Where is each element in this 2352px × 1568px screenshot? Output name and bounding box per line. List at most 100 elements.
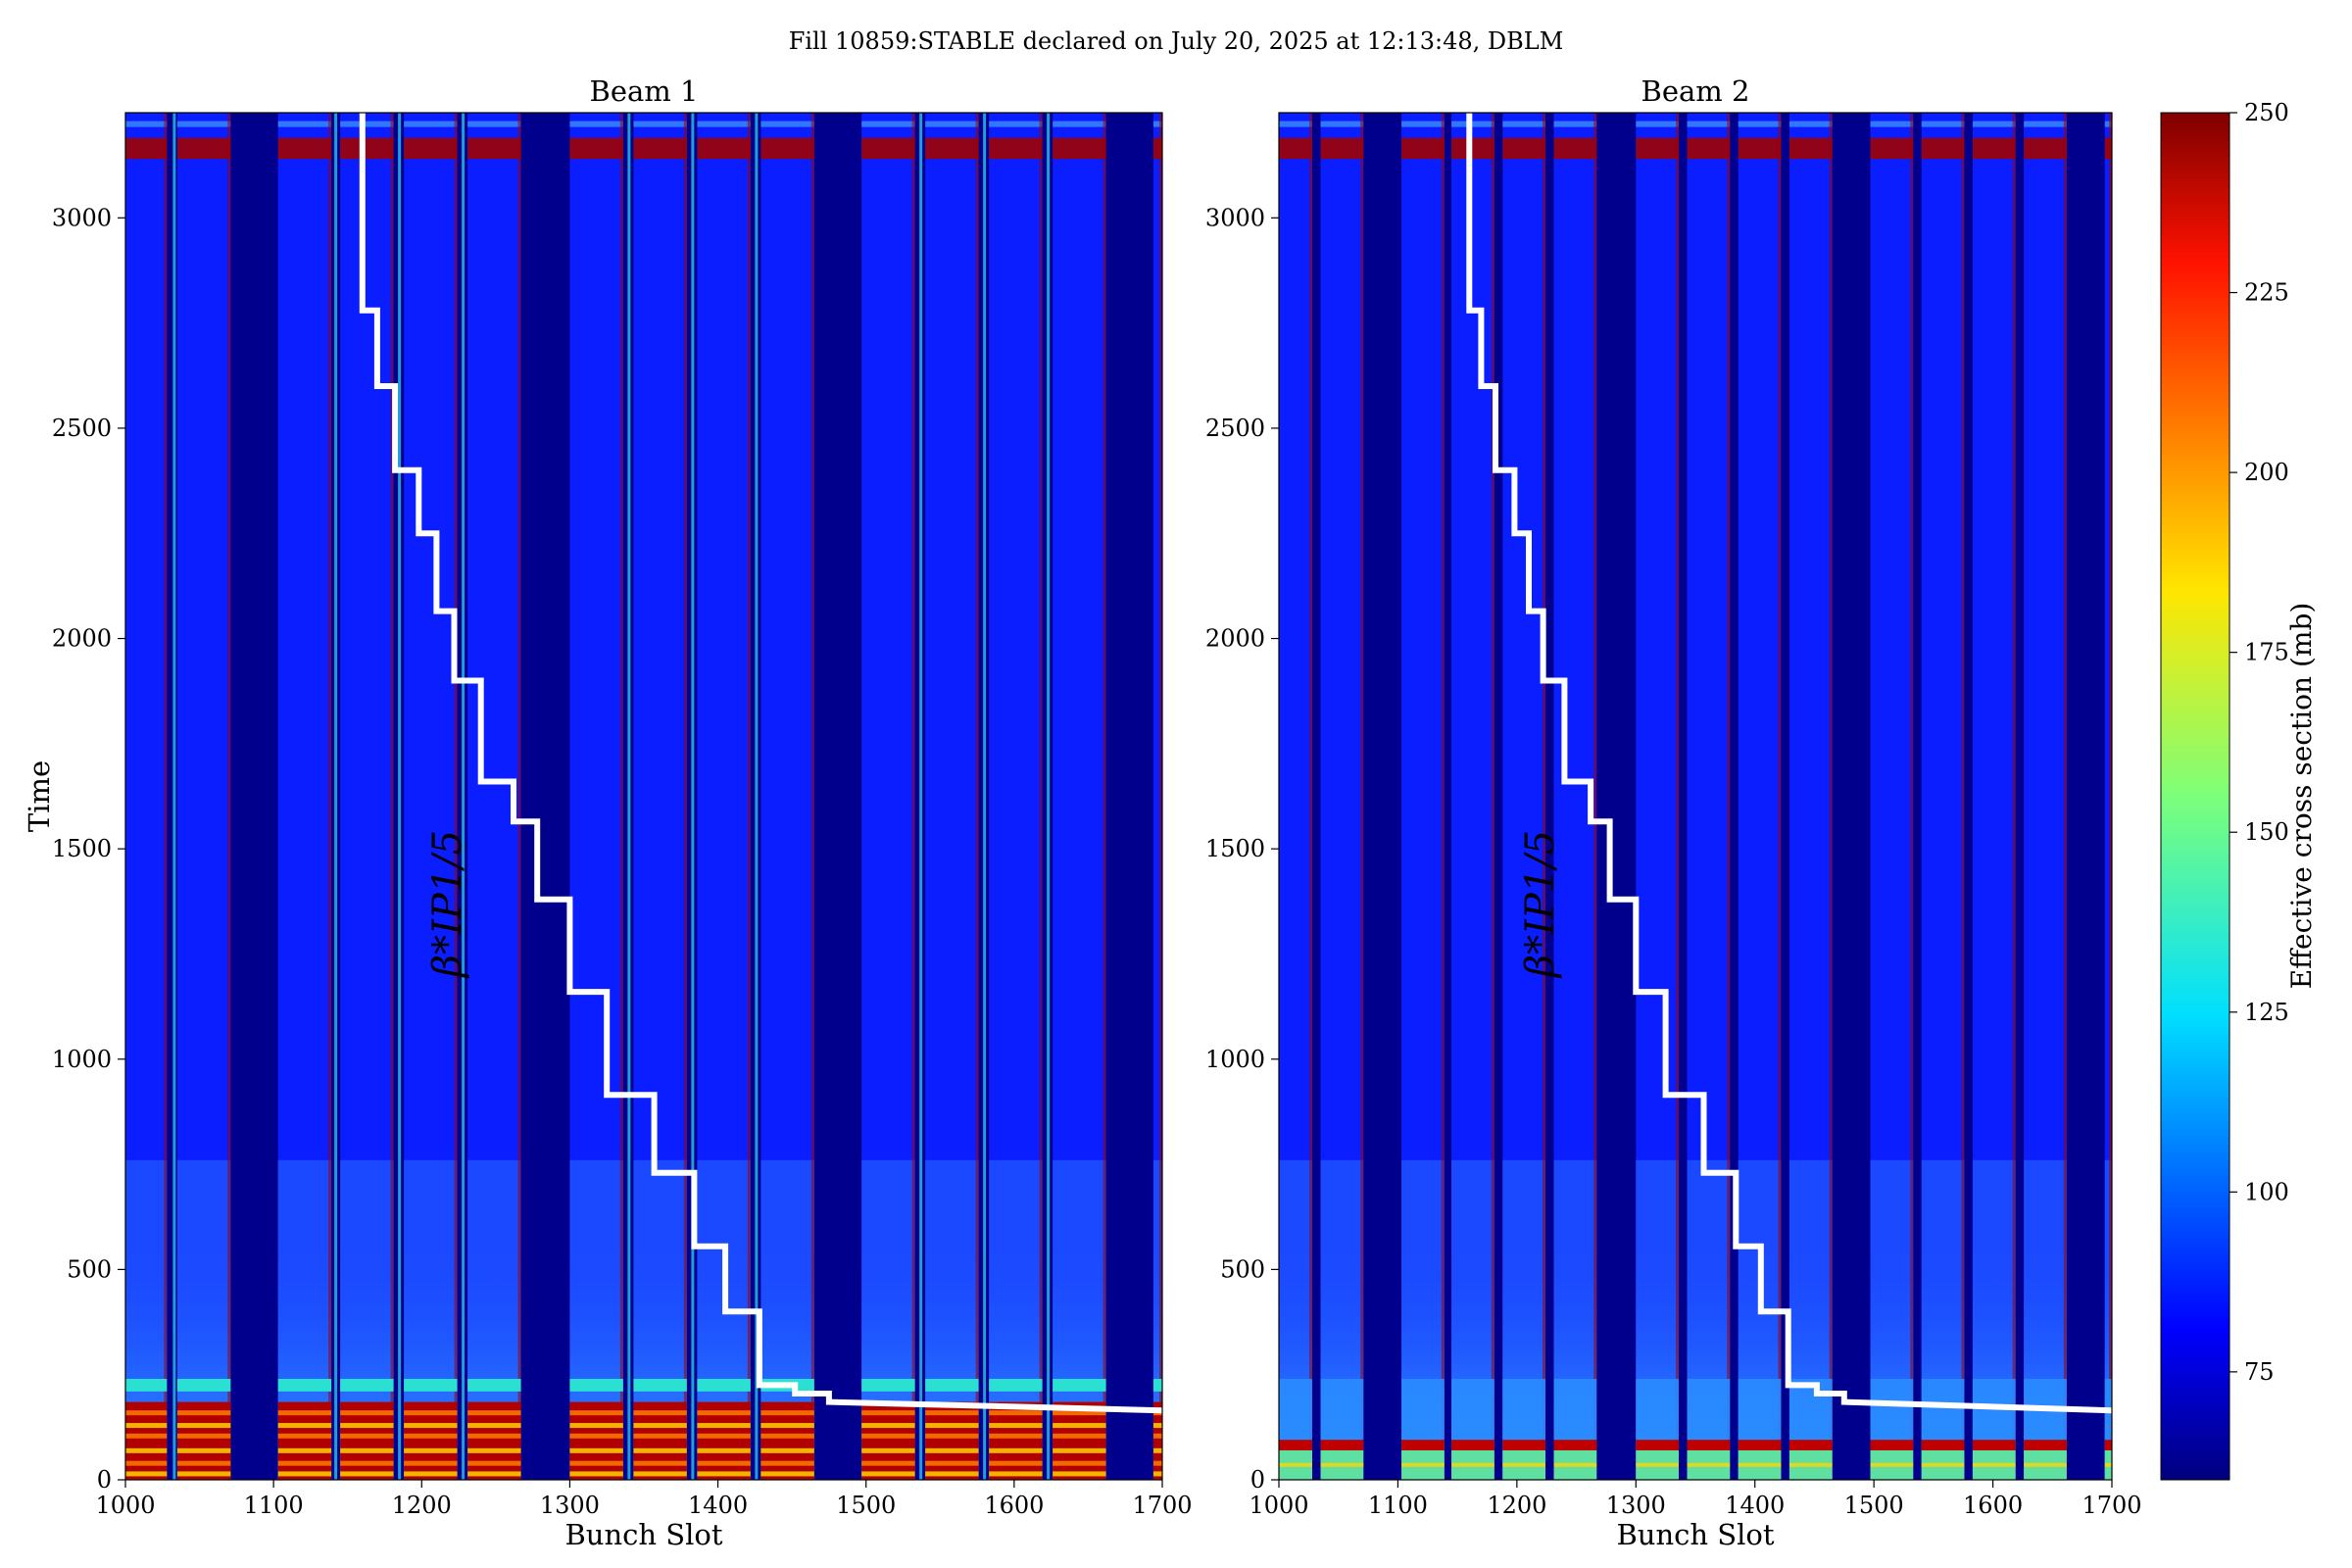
- bunch-train: [1152, 113, 1162, 1480]
- low-band: [1687, 1378, 1731, 1441]
- beam1-panel: β*IP1/5 Beam 1 1000 1100 1200 1300 1400 1500 160…: [23, 74, 1193, 1551]
- top-band: [2024, 121, 2067, 127]
- top-hot-band: [1451, 137, 1494, 160]
- bottom-stripe: [467, 1447, 521, 1453]
- beta-star-staircase: [359, 113, 1163, 1414]
- x-tick-label: 1500: [1844, 1492, 1904, 1519]
- y-tick-label: 2000: [52, 625, 112, 653]
- bottom-hot: [1972, 1440, 2016, 1450]
- bottom-stripe: [1687, 1462, 1731, 1467]
- top-hot-band: [1553, 137, 1597, 160]
- bottom-stripe: [1401, 1462, 1445, 1467]
- low-band: [1451, 1378, 1494, 1441]
- bottom-stripe: [760, 1423, 814, 1429]
- bottom-stripe: [467, 1423, 521, 1429]
- panel-title: Beam 1: [590, 74, 699, 108]
- bottom-stripe: [176, 1433, 231, 1439]
- cyan-band: [404, 1378, 458, 1392]
- top-hot-band: [1053, 137, 1106, 160]
- bottom-stripe: [404, 1410, 458, 1416]
- bottom-stripe: [125, 1471, 168, 1477]
- bottom-stripe: [633, 1433, 687, 1439]
- bright-column: [755, 113, 759, 1480]
- colorbar-tick-label: 225: [2244, 279, 2289, 307]
- top-hot-band: [1152, 137, 1162, 160]
- beam2-panel: β*IP1/5 Beam 2 1000 1100 1200 1300 1400 1500 160…: [1205, 74, 2142, 1551]
- cyan-band: [1152, 1378, 1162, 1392]
- top-hot-band: [1687, 137, 1731, 160]
- train-edge: [227, 113, 231, 1480]
- bottom-stripe: [1053, 1447, 1106, 1453]
- cyan-band: [1053, 1378, 1106, 1392]
- bunch-train: [2024, 113, 2067, 1480]
- top-hot-band: [2024, 137, 2067, 160]
- bottom-hot: [1870, 1440, 1914, 1450]
- y-tick-label: 1000: [52, 1046, 112, 1073]
- colorbar-tick-label: 125: [2244, 999, 2289, 1026]
- bottom-stripe: [1053, 1460, 1106, 1466]
- y-tick-label: 0: [1250, 1466, 1265, 1494]
- top-band: [404, 121, 458, 127]
- bunch-train: [1451, 113, 1494, 1480]
- bottom-hot: [1687, 1440, 1731, 1450]
- colorbar-tick-label: 150: [2244, 818, 2289, 846]
- bottom-stripe: [404, 1471, 458, 1477]
- train-edge: [1778, 113, 1782, 1480]
- cyan-band: [277, 1378, 332, 1392]
- top-band: [1788, 121, 1833, 127]
- y-tick-label: 1000: [1205, 1046, 1265, 1073]
- bottom-stripe: [1502, 1462, 1545, 1467]
- bright-column: [983, 113, 987, 1480]
- bunch-train: [1553, 113, 1597, 1480]
- top-hot-band: [569, 137, 623, 160]
- low-band: [1636, 1378, 1679, 1441]
- bottom-stripe: [1921, 1462, 1965, 1467]
- bright-column: [398, 113, 402, 1480]
- top-hot-band: [1502, 137, 1545, 160]
- bunch-train: [633, 113, 687, 1480]
- bottom-hot: [1921, 1440, 1965, 1450]
- bottom-stripe: [925, 1433, 979, 1439]
- y-tick-label: 0: [97, 1466, 112, 1494]
- bottom-stripe: [569, 1471, 623, 1477]
- bunch-train: [404, 113, 458, 1480]
- top-hot-band: [633, 137, 687, 160]
- bottom-stripe: [989, 1433, 1043, 1439]
- y-tick-label: 2000: [1205, 625, 1265, 653]
- bunch-train: [1320, 113, 1364, 1480]
- x-tick-label: 1600: [984, 1492, 1044, 1519]
- top-hot-band: [760, 137, 814, 160]
- bottom-hot: [1451, 1440, 1494, 1450]
- train-edge: [810, 113, 814, 1480]
- bunch-train: [925, 113, 979, 1480]
- train-edge: [1039, 113, 1043, 1480]
- bottom-stripe: [1152, 1423, 1162, 1429]
- low-band: [1279, 1378, 1312, 1441]
- bottom-stripe: [176, 1423, 231, 1429]
- bottom-stripe: [1320, 1462, 1364, 1467]
- bottom-stripe: [176, 1460, 231, 1466]
- cyan-band: [861, 1378, 915, 1392]
- x-tick-label: 1700: [1132, 1492, 1192, 1519]
- top-band: [1870, 121, 1914, 127]
- beta-star-label: β*IP1/5: [425, 830, 470, 979]
- colorbar-tick-label: 200: [2244, 459, 2289, 486]
- top-hot-band: [1320, 137, 1364, 160]
- train-edge: [1159, 113, 1162, 1480]
- y-tick-label: 1500: [1205, 835, 1265, 862]
- bottom-stripe: [2024, 1462, 2067, 1467]
- bottom-stripe: [176, 1471, 231, 1477]
- bottom-stripe: [125, 1460, 168, 1466]
- bottom-stripe: [176, 1410, 231, 1416]
- bunch-train: [340, 113, 394, 1480]
- beta-star-staircase: [1466, 113, 2113, 1414]
- train-edge: [1961, 113, 1965, 1480]
- cyan-band: [467, 1378, 521, 1392]
- top-band: [925, 121, 979, 127]
- bottom-stripe: [1279, 1462, 1312, 1467]
- train-edge: [911, 113, 915, 1480]
- bottom-stripe: [1053, 1423, 1106, 1429]
- x-tick-label: 1400: [1725, 1492, 1785, 1519]
- top-band: [1921, 121, 1965, 127]
- top-band: [1451, 121, 1494, 127]
